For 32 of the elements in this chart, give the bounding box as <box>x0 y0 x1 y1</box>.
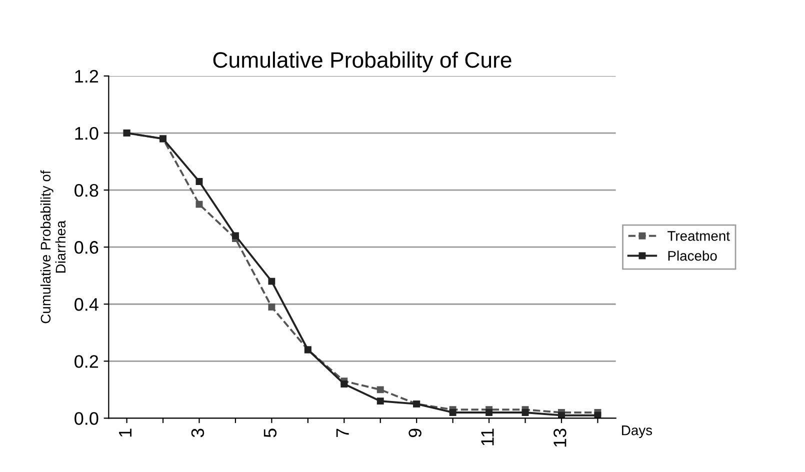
point <box>376 386 384 394</box>
point <box>594 412 602 418</box>
y-tick-label: 0.8 <box>74 184 98 197</box>
x-tick-label: 5 <box>264 428 277 438</box>
y-tick-label: 0.6 <box>74 241 98 254</box>
y-tick-label: 1.0 <box>75 126 98 140</box>
point <box>232 232 239 240</box>
chart-title: Cumulative Probability of Cure <box>213 52 512 72</box>
y-tick-label: 1.2 <box>75 70 98 83</box>
x-tick-label: 7 <box>336 428 349 438</box>
point <box>558 412 565 418</box>
point <box>268 278 276 285</box>
text: Days <box>622 426 652 438</box>
x-tick-label: 11 <box>481 428 494 446</box>
point <box>486 409 493 416</box>
point <box>268 304 276 310</box>
x-tick-label: 3 <box>191 428 204 438</box>
x-tick-label: 9 <box>408 428 422 438</box>
point <box>196 178 203 185</box>
point <box>340 380 348 388</box>
legend-label: Treatment <box>668 231 730 241</box>
y-tick-label: 0.0 <box>74 412 98 425</box>
point <box>449 409 456 416</box>
y-tick-label: 0.4 <box>74 298 98 311</box>
point <box>376 398 384 405</box>
y-axis-title: Cumulative Probability of Diarrhea <box>40 170 66 324</box>
point <box>522 409 529 416</box>
x-tick-label: 1 <box>119 428 132 437</box>
x-tick-label: 13 <box>554 428 566 447</box>
y-tick-label: 0.2 <box>74 355 98 368</box>
point <box>196 200 203 208</box>
legend-label: Placebo <box>668 250 717 261</box>
